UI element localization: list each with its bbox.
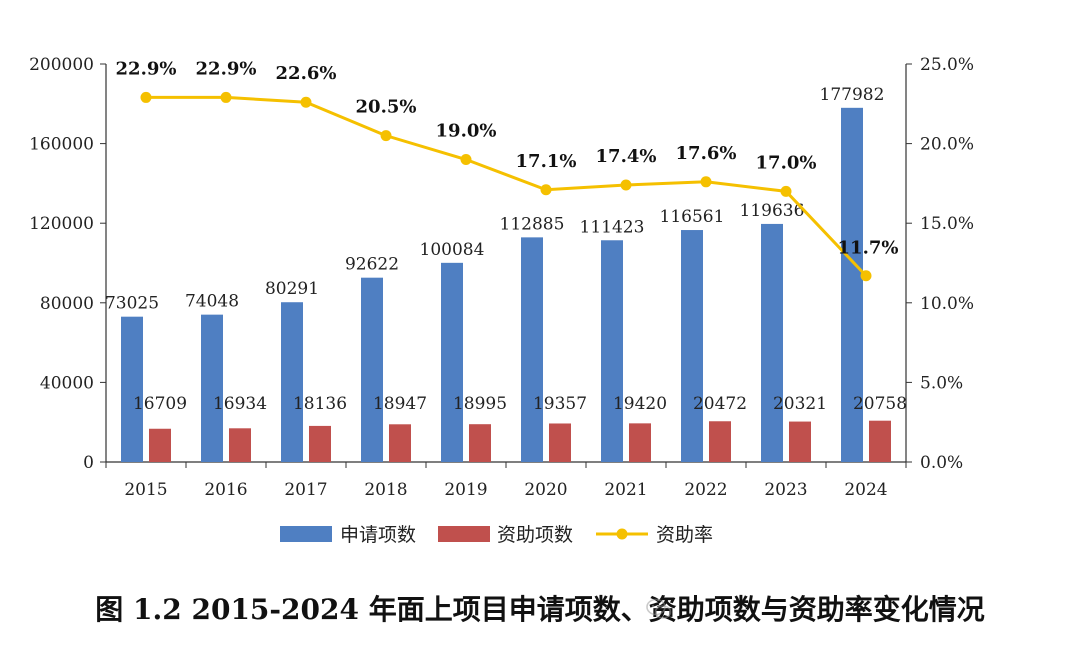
y-right-tick-label: 15.0% [920, 214, 974, 234]
bar-apply [281, 302, 303, 462]
bar-apply-label: 177982 [820, 85, 885, 105]
figure-caption: 图 1.2 2015-2024 年面上项目申请项数、资助项数与资助率变化情况 [95, 593, 985, 626]
bar-grant-label: 19420 [613, 394, 667, 414]
x-tick-label: 2018 [364, 480, 407, 500]
x-tick-label: 2016 [204, 480, 247, 500]
rate-label: 11.7% [838, 238, 899, 259]
bar-grant [869, 420, 891, 462]
x-tick-label: 2021 [604, 480, 647, 500]
rate-point [300, 96, 312, 108]
rate-point [860, 270, 872, 282]
x-tick-label: 2015 [124, 480, 167, 500]
bar-apply-label: 111423 [580, 217, 645, 237]
y-right-tick-label: 20.0% [920, 135, 974, 155]
rate-label: 17.6% [676, 143, 737, 164]
rate-point [780, 185, 792, 197]
legend-label-apply: 申请项数 [340, 524, 416, 546]
bar-apply-label: 80291 [265, 279, 319, 299]
bar-apply [201, 314, 223, 462]
bar-grant-label: 19357 [533, 394, 587, 414]
bar-apply [121, 316, 143, 462]
legend-swatch-apply [280, 526, 332, 542]
rate-label: 20.5% [356, 97, 417, 118]
rate-label: 17.4% [596, 146, 657, 167]
y-left-tick-label: 160000 [29, 135, 94, 155]
y-left-tick-label: 120000 [29, 214, 94, 234]
bar-grant-label: 20758 [853, 394, 907, 414]
bar-grant [229, 428, 251, 462]
bar-grant-label: 20321 [773, 394, 827, 414]
rate-label: 17.1% [516, 151, 577, 172]
y-left-tick-label: 40000 [40, 373, 94, 393]
bar-grant-label: 20472 [693, 394, 747, 414]
x-tick-label: 2024 [844, 480, 887, 500]
rate-point [380, 130, 392, 142]
y-left-tick-label: 0 [83, 453, 94, 473]
x-tick-label: 2022 [684, 480, 727, 500]
wechat-icon [646, 598, 672, 625]
rate-label: 19.0% [436, 121, 497, 142]
bar-apply-label: 116561 [660, 207, 725, 227]
bar-apply-label: 74048 [185, 292, 239, 312]
legend-label-grant: 资助项数 [497, 524, 573, 546]
legend-swatch-grant [438, 526, 490, 542]
legend-swatch-rate-dot [616, 528, 628, 540]
bar-grant [789, 421, 811, 462]
bar-grant [389, 424, 411, 462]
rate-label: 22.9% [196, 58, 257, 79]
bar-grant-label: 16934 [213, 394, 267, 414]
bar-apply [361, 277, 383, 462]
rate-point [460, 154, 472, 166]
y-right-tick-label: 0.0% [920, 453, 963, 473]
y-right-tick-label: 25.0% [920, 55, 974, 75]
bar-apply-label: 119636 [740, 201, 805, 221]
bar-apply [441, 262, 463, 462]
y-right-tick-label: 5.0% [920, 373, 963, 393]
bar-grant [629, 423, 651, 462]
x-tick-label: 2020 [524, 480, 567, 500]
x-tick-label: 2019 [444, 480, 487, 500]
y-right-tick-label: 10.0% [920, 294, 974, 314]
legend-label-rate: 资助率 [656, 524, 713, 546]
rate-point [620, 179, 632, 191]
bar-apply [761, 223, 783, 462]
bar-apply-label: 100084 [420, 240, 485, 260]
bar-apply-label: 92622 [345, 255, 399, 275]
bar-apply [681, 230, 703, 462]
bar-grant [469, 424, 491, 462]
bar-grant-label: 18995 [453, 394, 507, 414]
bar-apply-label: 112885 [500, 214, 565, 234]
bar-apply [601, 240, 623, 462]
y-left-tick-label: 80000 [40, 294, 94, 314]
bar-grant-label: 18947 [373, 394, 427, 414]
bar-apply-label: 73025 [105, 294, 159, 314]
bar-grant [309, 425, 331, 462]
bar-grant-label: 16709 [133, 394, 187, 414]
bar-apply [521, 237, 543, 462]
x-tick-label: 2023 [764, 480, 807, 500]
rate-point [700, 176, 712, 188]
rate-point [220, 91, 232, 103]
bar-grant [549, 423, 571, 462]
rate-label: 22.9% [116, 58, 177, 79]
rate-point [540, 184, 552, 196]
bar-grant [149, 428, 171, 462]
rate-label: 22.6% [276, 63, 337, 84]
x-tick-label: 2017 [284, 480, 327, 500]
rate-point [140, 91, 152, 103]
bar-grant-label: 18136 [293, 394, 347, 414]
bar-apply [841, 107, 863, 462]
y-left-tick-label: 200000 [29, 55, 94, 75]
rate-line [146, 95, 868, 277]
bar-grant [709, 421, 731, 462]
rate-label: 17.0% [756, 152, 817, 173]
